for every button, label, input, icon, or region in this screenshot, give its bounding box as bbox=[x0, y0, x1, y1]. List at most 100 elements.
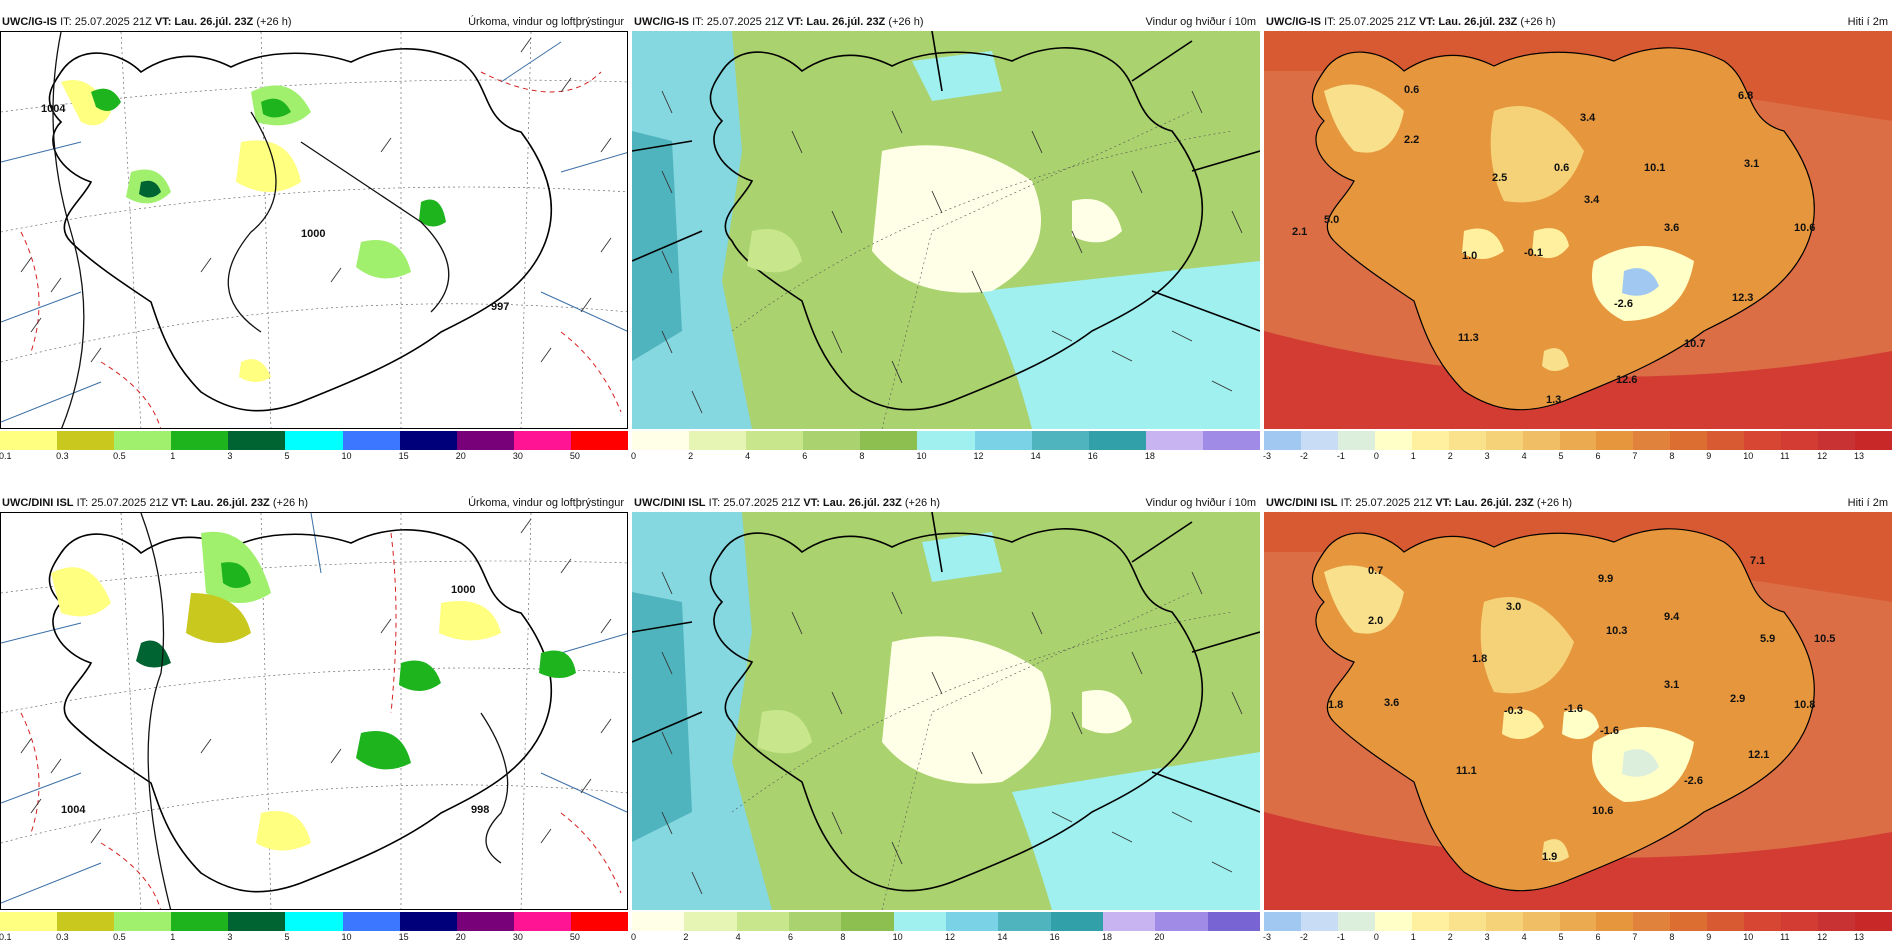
colorbar-label: -1 bbox=[1336, 451, 1345, 461]
wind-barbs bbox=[20, 37, 612, 363]
panel-precip-top: UWC/IG-IS IT: 25.07.2025 21Z VT: Lau. 26… bbox=[0, 13, 629, 469]
model-name: UWC/IG-IS bbox=[2, 16, 57, 28]
colorbar-cell bbox=[171, 912, 229, 931]
colorbar-cell bbox=[998, 912, 1051, 931]
lead-time: (+26 h) bbox=[904, 497, 941, 509]
colorbar-label: 50 bbox=[569, 932, 580, 942]
colorbar-cell bbox=[0, 912, 58, 931]
colorbar-labels: 0 2 4 6 8 10 12 14 16 18 bbox=[631, 451, 1260, 463]
colorbar-cells bbox=[0, 912, 629, 931]
colorbar-cell bbox=[1088, 431, 1146, 450]
colorbar-label: 0 bbox=[631, 451, 637, 461]
wind-map[interactable] bbox=[632, 31, 1260, 429]
svg-text:2.0: 2.0 bbox=[1368, 615, 1383, 627]
colorbar-label: 5 bbox=[284, 451, 290, 461]
svg-text:12.3: 12.3 bbox=[1732, 292, 1753, 304]
colorbar-label: 0 bbox=[1373, 932, 1379, 942]
precip-map[interactable]: 1000 1004 998 bbox=[0, 512, 628, 910]
svg-text:10.1: 10.1 bbox=[1644, 162, 1665, 174]
panel-header: UWC/DINI ISL IT: 25.07.2025 21Z VT: Lau.… bbox=[1264, 494, 1892, 512]
temp-map[interactable]: 0.7 2.0 1.8 3.0 9.9 10.3 9.4 7.1 5.9 10.… bbox=[1264, 512, 1892, 910]
svg-text:0.6: 0.6 bbox=[1404, 84, 1419, 96]
panel-header: UWC/IG-IS IT: 25.07.2025 21Z VT: Lau. 26… bbox=[632, 13, 1260, 31]
svg-text:1.8: 1.8 bbox=[1472, 653, 1487, 665]
valid-label: VT: bbox=[1435, 497, 1452, 509]
svg-text:-1.6: -1.6 bbox=[1564, 703, 1583, 715]
svg-text:0.7: 0.7 bbox=[1368, 565, 1383, 577]
svg-text:-0.3: -0.3 bbox=[1504, 705, 1523, 717]
issue-time: IT: 25.07.2025 21Z bbox=[1340, 497, 1433, 509]
colorbar-label: 1 bbox=[1410, 932, 1416, 942]
model-name: UWC/DINI ISL bbox=[2, 497, 74, 509]
svg-text:12.6: 12.6 bbox=[1616, 374, 1637, 386]
colorbar-cell bbox=[0, 431, 58, 450]
colorbar-cell bbox=[1337, 431, 1375, 450]
panel-header: UWC/IG-IS IT: 25.07.2025 21Z VT: Lau. 26… bbox=[0, 13, 628, 31]
svg-text:9.4: 9.4 bbox=[1664, 611, 1680, 623]
panel-title: Úrkoma, vindur og loftþrýstingur bbox=[468, 497, 624, 509]
colorbar-label: 16 bbox=[1087, 451, 1098, 461]
colorbar-label: -2 bbox=[1299, 451, 1308, 461]
colorbar-labels: 0.1 0.3 0.5 1 3 5 10 15 20 30 50 bbox=[0, 451, 628, 463]
colorbar-label: 3 bbox=[1484, 451, 1490, 461]
svg-text:3.4: 3.4 bbox=[1580, 112, 1596, 124]
panel-header: UWC/IG-IS IT: 25.07.2025 21Z VT: Lau. 26… bbox=[1264, 13, 1892, 31]
valid-label: VT: bbox=[786, 16, 804, 28]
colorbar-label: 1 bbox=[1410, 451, 1416, 461]
panel-title: Úrkoma, vindur og loftþrýstingur bbox=[468, 16, 624, 28]
issue-time: IT: 25.07.2025 21Z bbox=[708, 497, 801, 509]
colorbar-cell bbox=[1559, 912, 1597, 931]
temp-map[interactable]: 0.6 2.2 2.5 5.0 2.1 1.0 -0.1 0.6 3.4 3.4… bbox=[1264, 31, 1892, 429]
svg-text:2.1: 2.1 bbox=[1292, 226, 1307, 238]
colorbar-label: 7 bbox=[1632, 451, 1638, 461]
valid-time: Lau. 26.júl. 23Z bbox=[174, 16, 254, 28]
svg-text:3.1: 3.1 bbox=[1744, 158, 1759, 170]
colorbar-cell bbox=[570, 912, 629, 931]
svg-text:3.6: 3.6 bbox=[1384, 697, 1399, 709]
colorbar-cells bbox=[632, 912, 1260, 931]
lead-time: (+26 h) bbox=[888, 16, 924, 28]
svg-text:5.0: 5.0 bbox=[1324, 214, 1339, 226]
colorbar-label: 11 bbox=[1780, 932, 1790, 942]
colorbar-label: 2 bbox=[1447, 451, 1453, 461]
colorbar-cell bbox=[1596, 912, 1634, 931]
colorbar-label: -1 bbox=[1336, 932, 1345, 942]
panel-title: Vindur og hviður í 10m bbox=[1145, 16, 1256, 28]
colorbar-label: 0.5 bbox=[113, 932, 126, 942]
colorbar-label: 10 bbox=[916, 451, 927, 461]
colorbar-label: 12 bbox=[973, 451, 984, 461]
colorbar-cell bbox=[1744, 912, 1782, 931]
wind-barbs bbox=[20, 518, 612, 844]
svg-text:-1.6: -1.6 bbox=[1600, 725, 1619, 737]
colorbar-cell bbox=[1485, 431, 1523, 450]
colorbar-cell bbox=[893, 912, 946, 931]
wind-arrows bbox=[661, 571, 1243, 895]
colorbar-labels: 0.1 0.3 0.5 1 3 5 10 15 20 30 50 bbox=[0, 932, 628, 944]
svg-text:1.3: 1.3 bbox=[1546, 394, 1561, 406]
precip-map[interactable]: 1004 1000 997 bbox=[0, 31, 628, 429]
issue-time: IT: 25.07.2025 21Z bbox=[692, 16, 784, 28]
isobar-label: 998 bbox=[471, 804, 489, 816]
panel-header: UWC/DINI ISL IT: 25.07.2025 21Z VT: Lau.… bbox=[0, 494, 628, 512]
colorbar-cells bbox=[1264, 431, 1892, 450]
colorbar-cell bbox=[513, 912, 571, 931]
colorbar-label: 20 bbox=[455, 451, 466, 461]
panel-title: Vindur og hviður í 10m bbox=[1145, 497, 1256, 509]
model-name: UWC/IG-IS bbox=[1266, 16, 1321, 28]
wind-map[interactable] bbox=[632, 512, 1260, 910]
colorbar-cell bbox=[1374, 431, 1412, 450]
svg-text:1.0: 1.0 bbox=[1462, 250, 1477, 262]
svg-text:1.8: 1.8 bbox=[1328, 699, 1343, 711]
isobar-label: 997 bbox=[491, 301, 509, 313]
colorbar-label: 10 bbox=[1743, 932, 1754, 942]
colorbar-cell bbox=[1559, 431, 1597, 450]
colorbar-label: 7 bbox=[1632, 932, 1638, 942]
svg-text:12.1: 12.1 bbox=[1748, 749, 1769, 761]
svg-text:11.1: 11.1 bbox=[1456, 765, 1477, 777]
svg-text:3.6: 3.6 bbox=[1664, 222, 1679, 234]
colorbar-label: 20 bbox=[455, 932, 466, 942]
colorbar-cell bbox=[1485, 912, 1523, 931]
colorbar-label: 15 bbox=[398, 451, 409, 461]
colorbar-label: 10 bbox=[341, 451, 352, 461]
colorbar-label: -3 bbox=[1263, 451, 1272, 461]
